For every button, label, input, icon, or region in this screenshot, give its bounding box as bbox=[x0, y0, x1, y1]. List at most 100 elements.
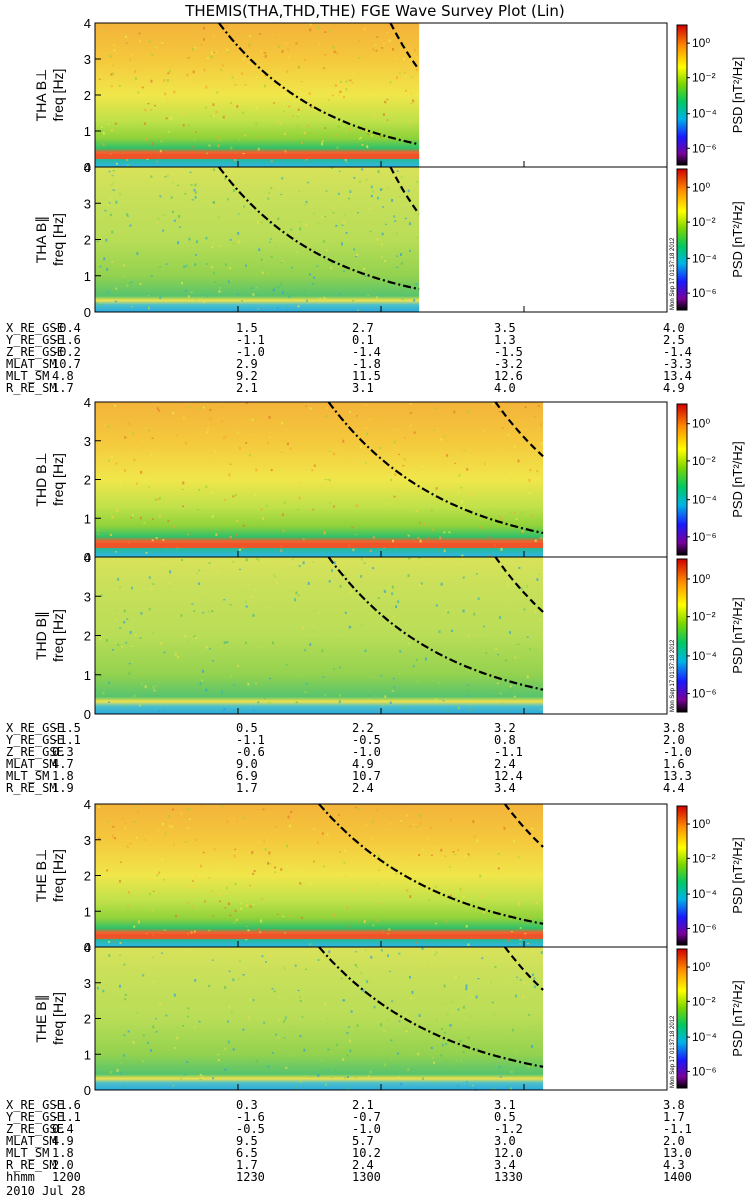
y-tick-label: 2 bbox=[84, 1012, 91, 1027]
psd-pixel bbox=[395, 873, 398, 875]
psd-pixel bbox=[191, 598, 194, 601]
psd-pixel bbox=[110, 73, 113, 76]
y-tick-label: 0 bbox=[84, 160, 91, 175]
psd-pixel bbox=[269, 606, 272, 608]
psd-pixel bbox=[98, 78, 101, 80]
psd-pixel bbox=[139, 283, 142, 285]
psd-pixel bbox=[211, 515, 214, 518]
psd-pixel bbox=[223, 599, 226, 601]
psd-pixel bbox=[172, 1085, 175, 1087]
psd-pixel bbox=[530, 514, 533, 517]
psd-pixel bbox=[286, 70, 289, 73]
psd-pixel bbox=[234, 1033, 237, 1037]
psd-pixel bbox=[157, 498, 160, 501]
psd-pixel bbox=[176, 1026, 179, 1030]
psd-pixel bbox=[131, 281, 134, 283]
psd-pixel bbox=[312, 212, 315, 215]
psd-pixel bbox=[300, 81, 303, 83]
psd-pixel bbox=[291, 558, 294, 561]
orbit-value: 10.7 bbox=[352, 769, 381, 783]
psd-pixel bbox=[409, 895, 412, 898]
psd-pixel bbox=[331, 261, 334, 264]
psd-pixel bbox=[158, 855, 161, 858]
psd-pixel bbox=[170, 825, 173, 828]
psd-pixel bbox=[198, 582, 200, 585]
psd-pixel bbox=[159, 266, 162, 268]
psd-pixel bbox=[116, 509, 119, 512]
psd-pixel bbox=[232, 495, 235, 498]
psd-pixel bbox=[114, 551, 117, 553]
psd-pixel bbox=[204, 900, 207, 903]
psd-pixel bbox=[140, 612, 143, 615]
psd-pixel bbox=[311, 103, 314, 105]
psd-pixel bbox=[288, 824, 291, 828]
psd-pixel bbox=[380, 243, 383, 246]
psd-pixel bbox=[324, 479, 327, 481]
psd-pixel bbox=[413, 431, 416, 434]
psd-pixel bbox=[129, 631, 132, 634]
orbit-value: 0.8 bbox=[494, 733, 516, 747]
psd-pixel bbox=[323, 296, 326, 300]
psd-pixel bbox=[363, 562, 366, 564]
psd-pixel bbox=[208, 929, 211, 932]
psd-pixel bbox=[270, 187, 273, 189]
psd-pixel bbox=[498, 411, 501, 413]
orbit-value: 4.0 bbox=[663, 321, 685, 335]
psd-pixel bbox=[446, 1012, 449, 1016]
psd-pixel bbox=[159, 195, 162, 198]
psd-pixel bbox=[181, 488, 184, 490]
psd-pixel bbox=[381, 256, 383, 258]
psd-pixel bbox=[483, 463, 486, 465]
psd-pixel bbox=[446, 454, 449, 457]
psd-pixel bbox=[262, 51, 265, 54]
psd-pixel bbox=[466, 684, 469, 686]
orbit-value: 2.0 bbox=[52, 1158, 74, 1172]
psd-pixel bbox=[184, 841, 187, 843]
psd-pixel bbox=[230, 1010, 233, 1014]
psd-pixel bbox=[194, 191, 197, 194]
psd-pixel bbox=[227, 1040, 230, 1044]
orbit-value: 1200 bbox=[52, 1170, 81, 1184]
psd-pixel bbox=[202, 851, 205, 854]
psd-pixel bbox=[490, 503, 493, 505]
colorbar-tick-label: 10⁻⁶ bbox=[692, 687, 717, 701]
psd-pixel bbox=[150, 175, 153, 178]
psd-pixel bbox=[457, 848, 460, 852]
psd-pixel bbox=[475, 573, 478, 575]
psd-pixel bbox=[346, 1087, 349, 1090]
colorbar bbox=[676, 948, 688, 1089]
psd-pixel bbox=[372, 536, 375, 539]
psd-pixel bbox=[247, 1016, 250, 1019]
psd-pixel bbox=[172, 808, 175, 811]
psd-pixel bbox=[403, 706, 406, 709]
psd-pixel bbox=[373, 1006, 376, 1009]
psd-pixel bbox=[513, 839, 516, 843]
orbit-value: 2.0 bbox=[663, 733, 685, 747]
psd-pixel bbox=[281, 421, 284, 425]
psd-pixel bbox=[115, 162, 118, 165]
psd-pixel bbox=[225, 263, 227, 266]
psd-pixel bbox=[152, 583, 155, 585]
psd-pixel bbox=[351, 526, 354, 529]
psd-pixel bbox=[270, 251, 273, 254]
psd-pixel bbox=[111, 515, 114, 519]
psd-pixel bbox=[509, 512, 512, 514]
psd-pixel bbox=[277, 1037, 280, 1039]
psd-pixel bbox=[259, 135, 262, 137]
psd-pixel bbox=[127, 847, 129, 849]
psd-pixel bbox=[295, 701, 298, 704]
psd-pixel bbox=[527, 1065, 530, 1069]
psd-pixel bbox=[333, 561, 336, 565]
psd-pixel bbox=[211, 246, 214, 249]
psd-pixel bbox=[211, 915, 214, 917]
psd-pixel bbox=[155, 537, 158, 540]
psd-pixel bbox=[186, 902, 189, 904]
psd-pixel bbox=[275, 1033, 277, 1036]
psd-pixel bbox=[182, 505, 184, 508]
psd-pixel bbox=[239, 522, 242, 524]
psd-pixel bbox=[355, 504, 358, 508]
psd-pixel bbox=[130, 306, 133, 308]
psd-pixel bbox=[187, 1007, 190, 1010]
psd-pixel bbox=[213, 168, 216, 171]
psd-pixel bbox=[356, 966, 359, 969]
